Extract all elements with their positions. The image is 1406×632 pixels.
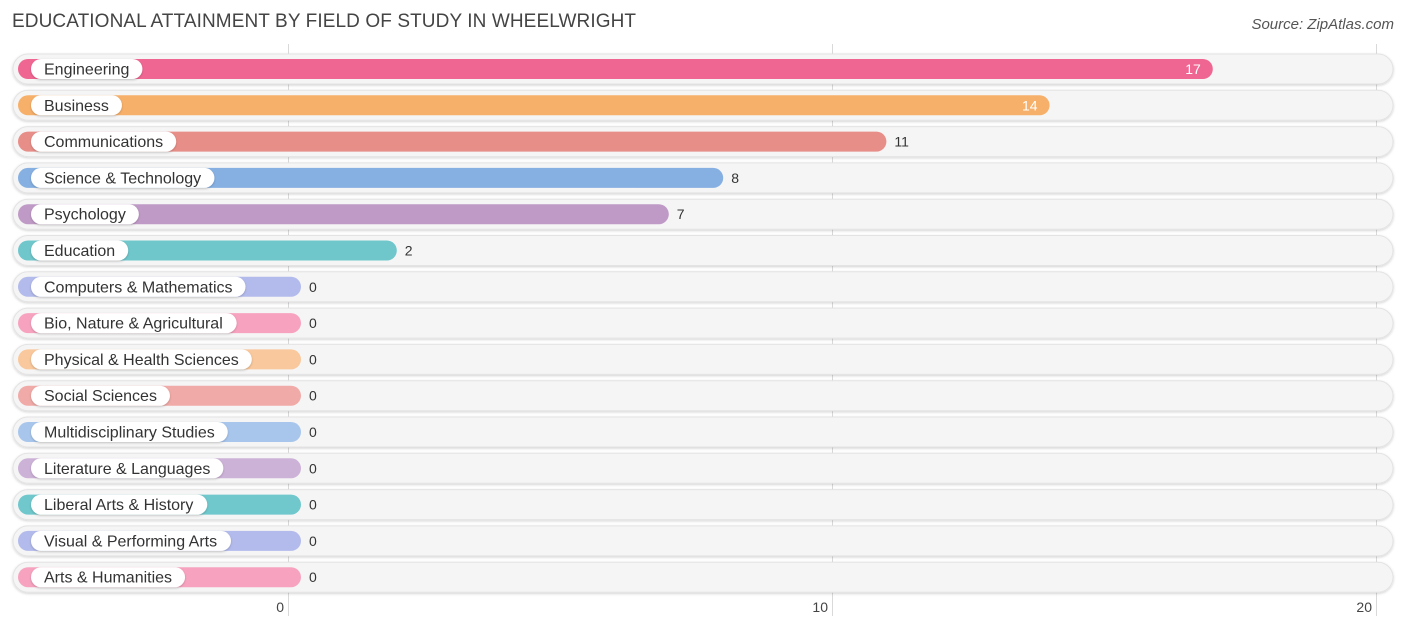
bar-row: Liberal Arts & History 0 (12, 489, 1394, 521)
value-label: 11 (894, 134, 909, 150)
category-label: Communications (44, 134, 163, 151)
category-label-pill (31, 567, 186, 588)
row-track (12, 271, 1394, 303)
category-label-pill (31, 95, 122, 116)
bar-row: Computers & Mathematics 0 (12, 271, 1394, 303)
bar (18, 131, 887, 152)
bar-row: Visual & Performing Arts 0 (12, 525, 1394, 557)
category-label: Computers & Mathematics (44, 279, 233, 296)
category-label-pill (31, 59, 143, 79)
category-label-pill (31, 530, 231, 551)
bar-row: Literature & Languages 0 (12, 452, 1394, 484)
value-label: 2 (405, 243, 413, 259)
x-tick-label: 10 (812, 599, 828, 615)
bar-row: Multidisciplinary Studies 0 (12, 416, 1394, 448)
chart-title: EDUCATIONAL ATTAINMENT BY FIELD OF STUDY… (12, 11, 637, 32)
value-label: 0 (309, 497, 317, 513)
value-label: 8 (731, 170, 739, 186)
value-label: 0 (309, 279, 317, 295)
category-label: Visual & Performing Arts (44, 533, 217, 550)
bar-row: Bio, Nature & Agricultural 0 (12, 307, 1394, 339)
row-track (12, 307, 1394, 339)
bar (18, 59, 1213, 79)
value-label: 0 (309, 424, 317, 440)
value-label: 7 (677, 206, 685, 222)
category-label: Bio, Nature & Agricultural (44, 316, 223, 333)
category-label-pill (31, 385, 170, 406)
category-label: Education (44, 243, 115, 260)
category-label-pill (31, 131, 177, 152)
value-label: 0 (309, 351, 317, 367)
category-label: Liberal Arts & History (44, 497, 193, 514)
value-label: 14 (1022, 97, 1038, 113)
bar-row: Arts & Humanities 0 (12, 561, 1394, 593)
bar-row: Psychology 7 (12, 198, 1394, 230)
value-label: 0 (309, 315, 317, 331)
x-tick-label: 0 (276, 599, 284, 615)
row-track (12, 452, 1394, 484)
category-label: Engineering (44, 62, 129, 79)
row-track (12, 380, 1394, 412)
category-label: Literature & Languages (44, 461, 210, 478)
category-label: Arts & Humanities (44, 570, 172, 587)
bar-row: Social Sciences 0 (12, 380, 1394, 412)
bar (18, 204, 669, 225)
bar-row: Science & Technology 8 (12, 162, 1394, 194)
value-label: 17 (1185, 61, 1201, 77)
category-label-pill (31, 276, 246, 297)
bar-row: Business 14 (12, 89, 1394, 121)
row-track (12, 525, 1394, 557)
row-track (12, 343, 1394, 375)
value-label: 0 (309, 533, 317, 549)
value-label: 0 (309, 460, 317, 476)
bars-layer: Engineering 17 Business 14 Communications 11 S… (12, 53, 1394, 593)
row-track (12, 489, 1394, 521)
category-label-pill (31, 313, 237, 334)
bar-row: Communications 11 (12, 126, 1394, 158)
value-label: 0 (309, 569, 317, 585)
category-label: Business (44, 98, 109, 115)
category-label-pill (31, 458, 224, 479)
bar-row: Engineering 17 (12, 53, 1394, 85)
value-label: 0 (309, 388, 317, 404)
bar-row: Physical & Health Sciences 0 (12, 343, 1394, 375)
bar (18, 95, 1050, 116)
category-label-pill (31, 349, 252, 370)
category-label-pill (31, 494, 208, 515)
x-axis-ticks: 0 10 20 (276, 599, 1372, 615)
category-label-pill (31, 240, 129, 261)
row-track (12, 416, 1394, 448)
category-label: Physical & Health Sciences (44, 352, 239, 369)
category-label-pill (31, 204, 139, 225)
bar-row: Education 2 (12, 235, 1394, 266)
category-label-pill (31, 167, 215, 188)
category-label-pill (31, 422, 228, 442)
category-label: Psychology (44, 207, 126, 224)
category-label: Social Sciences (44, 388, 157, 405)
x-tick-label: 20 (1356, 599, 1372, 615)
row-track (12, 561, 1394, 593)
chart-source: Source: ZipAtlas.com (1251, 16, 1394, 33)
category-label: Multidisciplinary Studies (44, 425, 215, 442)
category-label: Science & Technology (44, 170, 201, 187)
